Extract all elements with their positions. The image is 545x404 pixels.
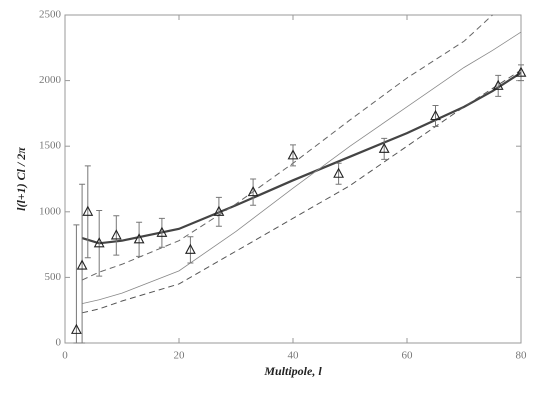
data-point [156,226,168,237]
error-bar [215,196,222,227]
y-tick-label: 1500 [39,140,62,152]
y-tick-label: 500 [45,271,62,283]
data-point [515,66,527,77]
error-bar [335,162,342,185]
y-tick-label: 2500 [39,9,62,21]
data-point [82,205,94,216]
y-axis-label: l(l+1) Cl / 2π [14,147,28,211]
plot-frame [64,14,522,344]
model-line [81,71,522,245]
error-bar [113,215,120,256]
error-bar [495,74,502,97]
error-bar [250,178,257,206]
error-bar [290,144,296,167]
error-bar [96,209,103,277]
x-tick-label: 20 [174,350,186,362]
model-line [82,31,522,305]
data-point [378,142,390,153]
data-point [213,205,225,216]
error-bar [432,105,439,128]
error-bar [381,137,388,160]
x-tick-label: 80 [516,350,528,362]
data-point [287,149,299,160]
data-point [70,323,82,334]
data-point [247,185,259,197]
error-bar [158,217,165,248]
data-point [430,109,441,121]
x-tick-label: 40 [288,350,300,362]
error-bar [73,224,80,344]
y-tick-label: 1000 [39,205,62,217]
data-point [133,233,145,244]
data-point [333,167,345,178]
error-bar [187,236,194,264]
error-bar [84,165,91,259]
data-point [93,237,105,248]
x-axis-label: Multipole, l [263,364,322,378]
model-line [81,14,493,281]
error-bar [136,221,143,257]
y-tick-label: 2000 [39,74,62,86]
data-point [110,229,122,240]
x-tick-label: 0 [62,350,68,362]
model-line [81,69,522,314]
data-point [492,79,504,90]
error-bar [79,183,86,344]
x-tick-label: 60 [402,350,414,362]
data-point [76,259,88,270]
data-point [184,243,196,254]
y-tick-label: 0 [56,337,62,349]
